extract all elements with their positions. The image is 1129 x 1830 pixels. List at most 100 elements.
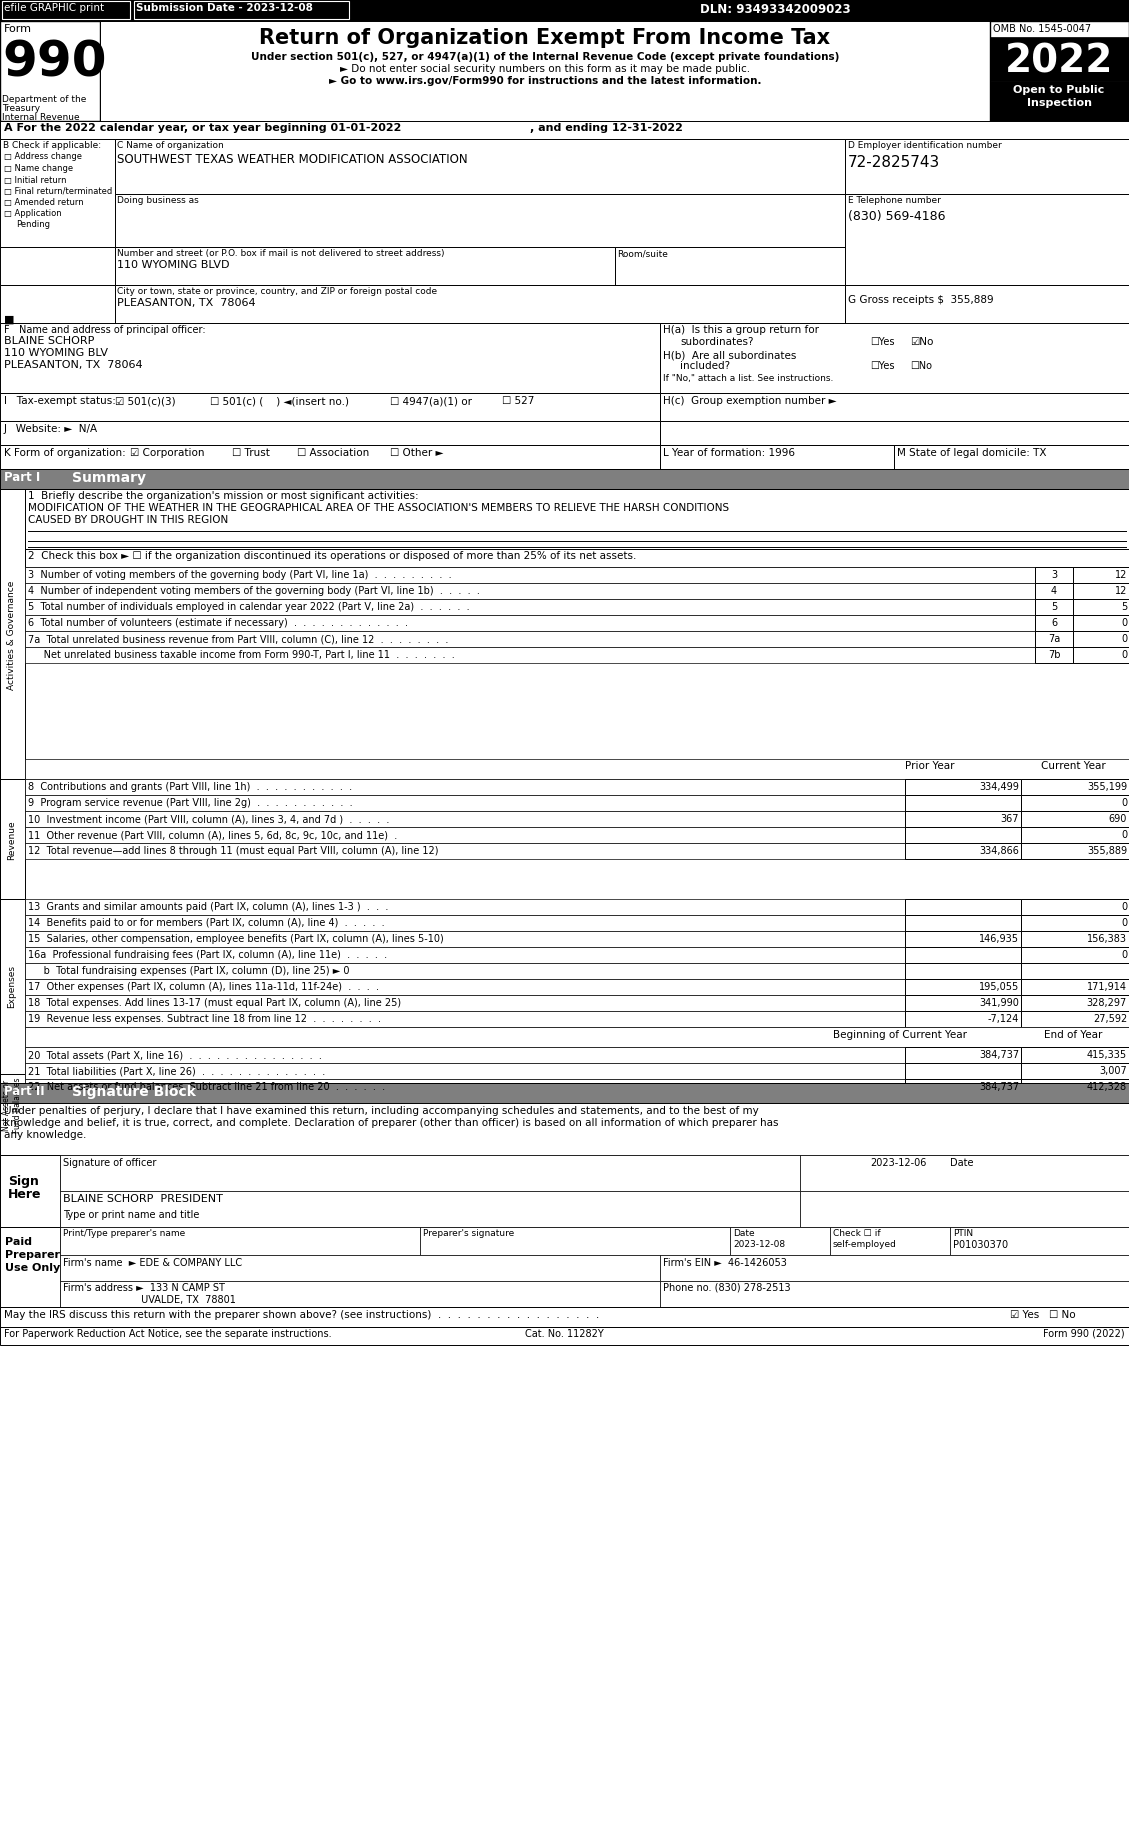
Text: 6  Total number of volunteers (estimate if necessary)  .  .  .  .  .  .  .  .  .: 6 Total number of volunteers (estimate i… (28, 619, 408, 628)
Text: Room/suite: Room/suite (618, 249, 668, 258)
Bar (25, 844, 905, 860)
Bar (115, 247, 615, 285)
Bar (660, 421, 1129, 447)
Text: 1  Briefly describe the organization's mission or most significant activities:: 1 Briefly describe the organization's mi… (28, 490, 419, 501)
Bar (1035, 600, 1073, 615)
Bar (60, 1228, 420, 1255)
Bar (25, 567, 1035, 584)
Text: 990: 990 (2, 38, 106, 86)
Bar (0, 324, 660, 393)
Bar (894, 447, 1129, 470)
Bar (0, 1074, 25, 1135)
Bar (25, 1080, 905, 1096)
Bar (905, 796, 1021, 811)
Text: Form: Form (5, 24, 32, 35)
Bar (905, 827, 1021, 844)
Text: Summary: Summary (72, 470, 146, 485)
Bar (1035, 615, 1073, 631)
Bar (0, 22, 1129, 123)
Bar (1073, 615, 1129, 631)
Bar (25, 584, 1035, 600)
Text: 110 WYOMING BLV: 110 WYOMING BLV (5, 348, 108, 359)
Text: Department of the: Department of the (2, 95, 87, 104)
Text: Signature Block: Signature Block (72, 1085, 195, 1098)
Bar (660, 1255, 1129, 1281)
Bar (0, 247, 115, 285)
Text: J   Website: ►  N/A: J Website: ► N/A (5, 425, 98, 434)
Text: Internal Revenue: Internal Revenue (2, 113, 80, 123)
Text: G Gross receipts $  355,889: G Gross receipts $ 355,889 (848, 295, 994, 306)
Bar (1021, 1080, 1129, 1096)
Text: any knowledge.: any knowledge. (5, 1129, 87, 1140)
Text: 412,328: 412,328 (1087, 1082, 1127, 1091)
Bar (0, 139, 115, 247)
Text: DLN: 93493342009023: DLN: 93493342009023 (700, 4, 850, 16)
Bar (830, 1228, 949, 1255)
Bar (25, 631, 1035, 648)
Text: ☐ Trust: ☐ Trust (231, 448, 270, 458)
Text: PLEASANTON, TX  78064: PLEASANTON, TX 78064 (5, 361, 142, 370)
Text: b  Total fundraising expenses (Part IX, column (D), line 25) ► 0: b Total fundraising expenses (Part IX, c… (28, 966, 350, 975)
Text: 14  Benefits paid to or for members (Part IX, column (A), line 4)  .  .  .  .  .: 14 Benefits paid to or for members (Part… (28, 917, 385, 928)
Text: Use Only: Use Only (5, 1263, 60, 1272)
Text: Print/Type preparer's name: Print/Type preparer's name (63, 1228, 185, 1237)
Bar (1021, 900, 1129, 915)
Text: 72-2825743: 72-2825743 (848, 156, 940, 170)
Text: ► Do not enter social security numbers on this form as it may be made public.: ► Do not enter social security numbers o… (340, 64, 750, 73)
Bar (905, 931, 1021, 948)
Text: If "No," attach a list. See instructions.: If "No," attach a list. See instructions… (663, 373, 833, 382)
Bar (1021, 827, 1129, 844)
Bar (0, 1327, 1129, 1345)
Bar (25, 827, 905, 844)
Bar (905, 915, 1021, 931)
Bar (0, 324, 1129, 393)
Text: 0: 0 (1121, 633, 1127, 644)
Bar (905, 900, 1021, 915)
Text: UVALDE, TX  78801: UVALDE, TX 78801 (63, 1294, 236, 1305)
Bar (0, 285, 115, 324)
Text: 9  Program service revenue (Part VIII, line 2g)  .  .  .  .  .  .  .  .  .  .  .: 9 Program service revenue (Part VIII, li… (28, 798, 352, 807)
Text: May the IRS discuss this return with the preparer shown above? (see instructions: May the IRS discuss this return with the… (5, 1308, 599, 1319)
Bar (0, 1307, 1129, 1327)
Text: 17  Other expenses (Part IX, column (A), lines 11a-11d, 11f-24e)  .  .  .  .: 17 Other expenses (Part IX, column (A), … (28, 981, 379, 992)
Bar (1021, 931, 1129, 948)
Text: End of Year: End of Year (1044, 1030, 1102, 1039)
Text: I   Tax-exempt status:: I Tax-exempt status: (5, 395, 116, 406)
Bar (905, 1080, 1021, 1096)
Text: ☐ 501(c) (    ) ◄(insert no.): ☐ 501(c) ( ) ◄(insert no.) (210, 395, 349, 406)
Bar (25, 600, 1035, 615)
Bar (1021, 1012, 1129, 1027)
Text: ☑ Yes   ☐ No: ☑ Yes ☐ No (1010, 1308, 1076, 1319)
Text: OMB No. 1545-0047: OMB No. 1545-0047 (994, 24, 1091, 35)
Text: Net Assets or
Fund Balances: Net Assets or Fund Balances (2, 1076, 21, 1133)
Bar (60, 1255, 660, 1281)
Text: 0: 0 (1121, 917, 1127, 928)
Text: D Employer identification number: D Employer identification number (848, 141, 1001, 150)
Text: F   Name and address of principal officer:: F Name and address of principal officer: (5, 324, 205, 335)
Text: Paid: Paid (5, 1237, 32, 1246)
Bar (0, 393, 660, 421)
Text: 5  Total number of individuals employed in calendar year 2022 (Part V, line 2a) : 5 Total number of individuals employed i… (28, 602, 470, 611)
Bar (0, 490, 25, 780)
Text: 0: 0 (1121, 829, 1127, 840)
Bar (0, 780, 25, 900)
Bar (115, 194, 844, 247)
Text: Prior Year: Prior Year (905, 761, 955, 770)
Bar (990, 22, 1129, 123)
Bar (134, 2, 349, 20)
Bar (0, 22, 100, 123)
Text: ☐Yes: ☐Yes (870, 337, 894, 348)
Bar (660, 393, 1129, 421)
Text: 0: 0 (1121, 950, 1127, 959)
Text: Firm's name  ► EDE & COMPANY LLC: Firm's name ► EDE & COMPANY LLC (63, 1257, 242, 1268)
Bar (905, 948, 1021, 963)
Text: 0: 0 (1121, 902, 1127, 911)
Bar (0, 900, 25, 1074)
Text: Doing business as: Doing business as (117, 196, 199, 205)
Text: ☑ Corporation: ☑ Corporation (130, 448, 204, 458)
Bar (0, 470, 1129, 490)
Text: BLAINE SCHORP  PRESIDENT: BLAINE SCHORP PRESIDENT (63, 1193, 222, 1204)
Text: 341,990: 341,990 (979, 997, 1019, 1008)
Text: Under section 501(c), 527, or 4947(a)(1) of the Internal Revenue Code (except pr: Under section 501(c), 527, or 4947(a)(1)… (251, 51, 839, 62)
Bar (420, 1228, 730, 1255)
